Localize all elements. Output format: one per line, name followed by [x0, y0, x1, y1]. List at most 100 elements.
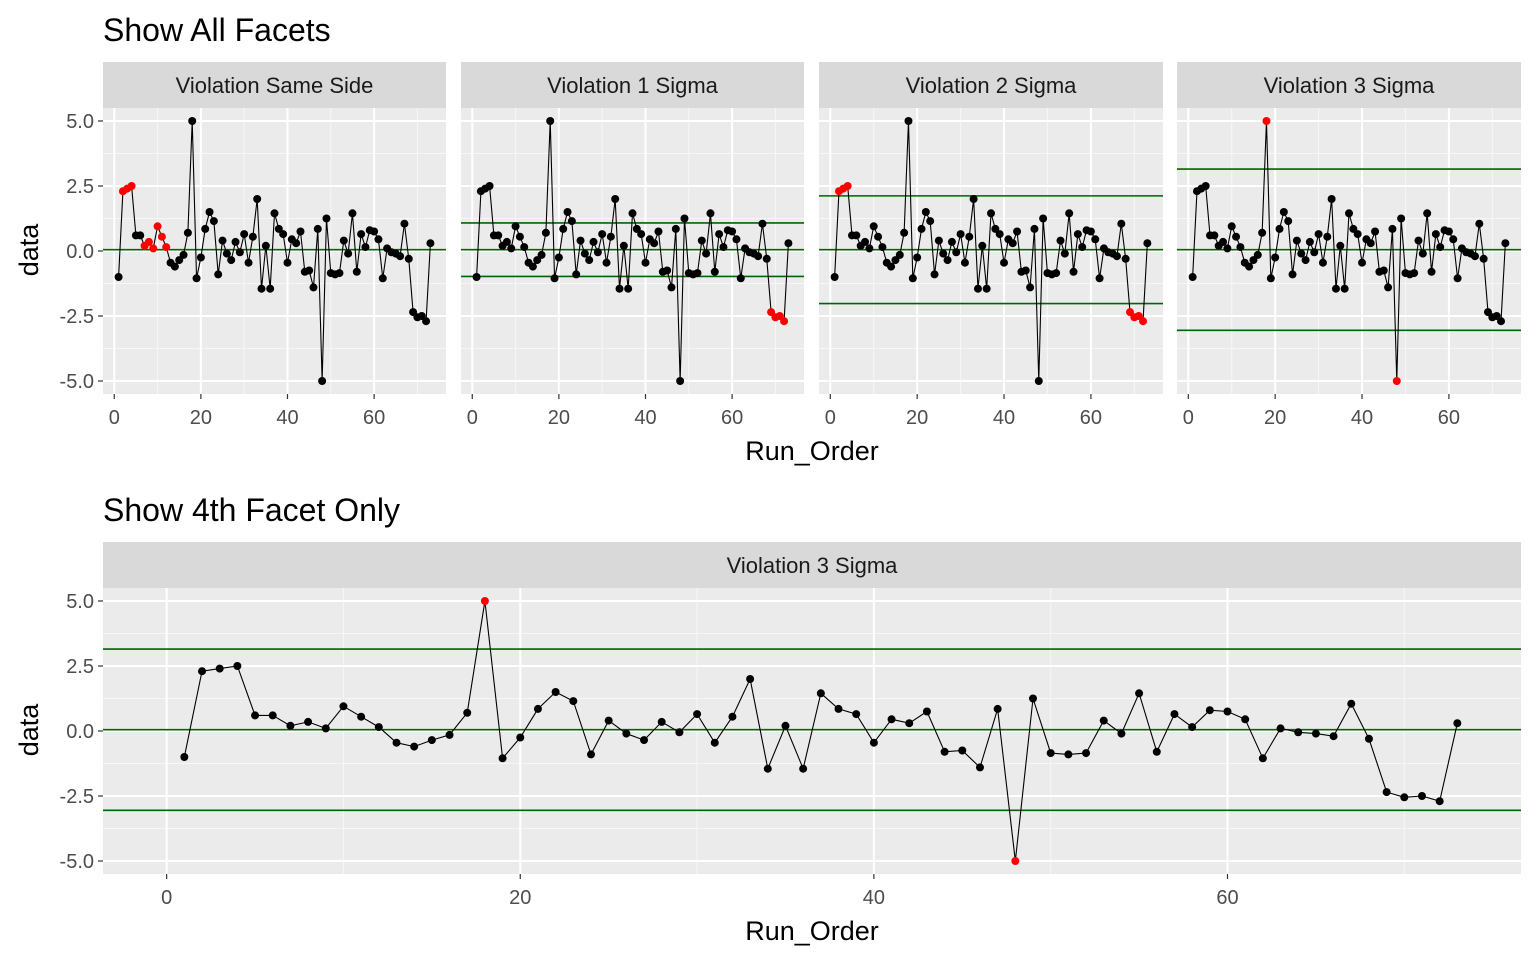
data-point: [201, 224, 210, 233]
data-point: [728, 712, 737, 721]
data-point: [550, 274, 559, 283]
data-point: [170, 262, 179, 271]
data-point: [1056, 236, 1065, 245]
data-point-violation: [153, 222, 162, 231]
x-tick-label: 40: [276, 407, 298, 429]
data-point: [895, 250, 904, 259]
data-point: [235, 248, 244, 257]
data-point: [392, 738, 401, 747]
data-point: [1223, 707, 1232, 716]
data-point: [198, 667, 207, 676]
data-point: [869, 738, 878, 747]
data-point: [283, 258, 292, 267]
data-point: [472, 273, 481, 281]
data-point: [1294, 728, 1303, 737]
data-point-violation: [780, 317, 789, 326]
data-point: [1078, 243, 1087, 252]
data-point: [973, 284, 982, 293]
data-point: [292, 239, 301, 248]
data-point: [1418, 249, 1427, 258]
facet-strip: [1177, 62, 1521, 108]
data-point: [746, 675, 755, 683]
data-point: [628, 209, 637, 218]
data-point: [1052, 269, 1061, 278]
data-point: [1353, 230, 1362, 239]
data-point: [463, 708, 472, 717]
data-point: [1479, 254, 1488, 263]
data-point: [1423, 209, 1432, 218]
chart-title: Show 4th Facet Only: [103, 492, 400, 528]
data-point: [719, 243, 728, 252]
data-point: [196, 253, 205, 262]
data-point: [498, 754, 507, 763]
data-point: [934, 236, 943, 245]
data-point: [693, 269, 702, 278]
data-point: [1284, 217, 1293, 226]
data-point: [913, 253, 922, 262]
data-point: [1000, 258, 1009, 267]
data-point: [1258, 228, 1267, 237]
data-point: [1013, 227, 1022, 236]
data-point-violation: [1392, 377, 1401, 385]
data-point: [1453, 274, 1462, 283]
x-tick-label: 40: [634, 407, 656, 429]
data-point: [602, 258, 611, 267]
data-point: [1417, 792, 1426, 800]
data-point: [321, 724, 330, 733]
data-point: [1358, 258, 1367, 267]
data-point: [943, 256, 952, 265]
data-point: [251, 711, 260, 720]
data-point: [546, 117, 555, 125]
data-point: [975, 763, 984, 772]
data-point: [268, 711, 277, 720]
data-point: [214, 270, 223, 279]
x-tick-label: 20: [509, 887, 531, 909]
data-point: [1095, 274, 1104, 283]
data-point: [1112, 252, 1121, 261]
facet-strip: [103, 542, 1521, 588]
data-point: [502, 237, 511, 246]
data-point: [209, 217, 218, 226]
data-point: [1258, 754, 1267, 763]
data-point: [693, 710, 702, 719]
data-point: [427, 736, 436, 745]
data-point: [1331, 284, 1340, 293]
data-point: [1311, 729, 1320, 738]
data-point: [572, 270, 581, 279]
data-point: [1279, 208, 1288, 216]
data-point: [266, 284, 275, 293]
data-point: [865, 244, 874, 253]
data-point: [313, 224, 322, 233]
data-point: [667, 283, 676, 292]
data-point: [494, 231, 503, 240]
data-point: [569, 697, 578, 706]
data-point: [400, 219, 409, 228]
data-point: [1397, 214, 1406, 223]
data-point: [589, 237, 598, 246]
data-point-violation: [144, 237, 153, 246]
data-point: [1435, 797, 1444, 806]
data-point: [1382, 788, 1391, 797]
data-point: [179, 250, 188, 259]
data-point: [1030, 224, 1039, 233]
data-point: [758, 219, 767, 228]
data-point: [995, 230, 1004, 239]
data-point: [541, 228, 550, 237]
data-point: [309, 283, 318, 292]
data-point-violation: [1139, 317, 1148, 326]
data-point: [136, 231, 145, 240]
data-point: [370, 227, 379, 236]
x-axis-title: Run_Order: [745, 436, 879, 466]
data-point: [1305, 237, 1314, 246]
facet-panel-0-0: Violation Same Side 5.0 2.5 0.0 -2.5 -5.0 0 20 4…: [60, 62, 446, 429]
x-tick-label: 60: [1438, 407, 1460, 429]
data-point: [736, 274, 745, 283]
data-point: [528, 262, 537, 271]
data-point: [1060, 249, 1069, 258]
data-point: [580, 249, 589, 258]
data-point: [939, 249, 948, 258]
data-point: [222, 249, 231, 258]
data-point: [834, 704, 843, 713]
